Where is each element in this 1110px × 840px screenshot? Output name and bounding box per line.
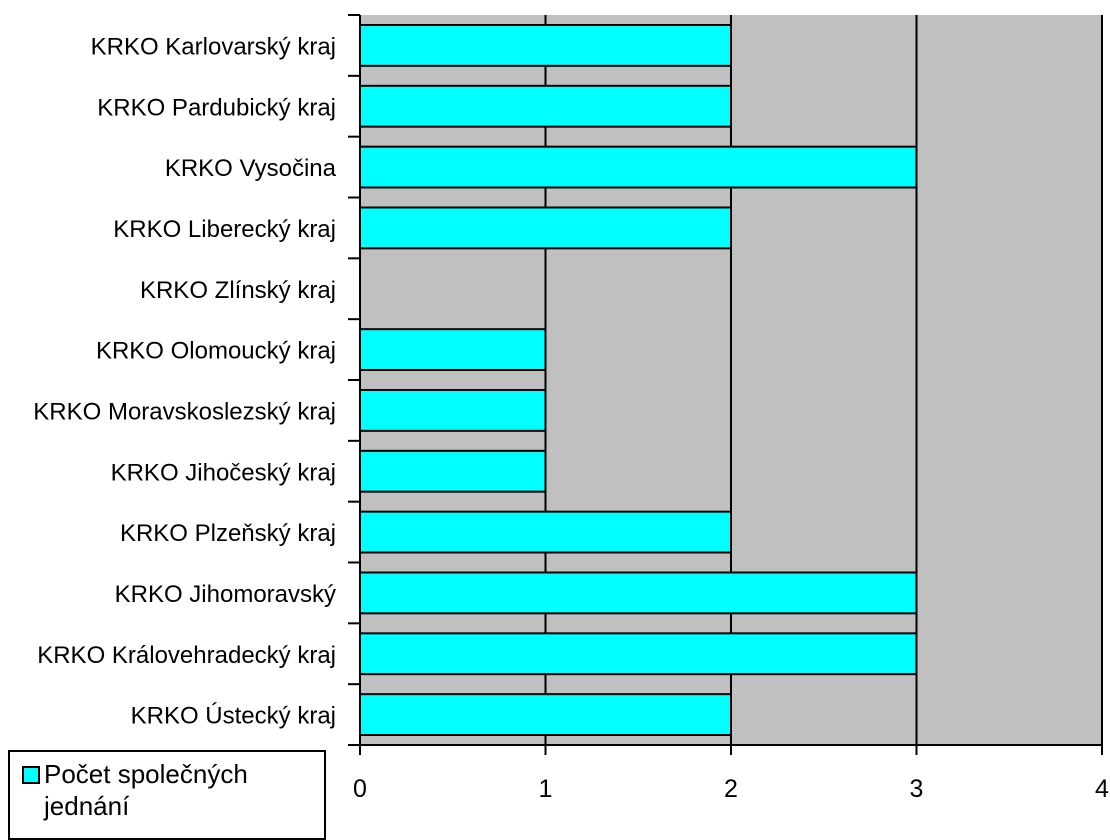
category-label: KRKO Jihočeský kraj <box>111 459 336 486</box>
bar <box>359 632 918 676</box>
axes <box>348 14 1103 755</box>
category-label: KRKO Královehradecký kraj <box>37 642 336 669</box>
bar <box>359 24 732 67</box>
bar <box>359 328 547 371</box>
category-label: KRKO Moravskoslezský kraj <box>33 398 336 425</box>
legend-label: Počet společných jednání <box>44 759 248 821</box>
x-tick-label: 4 <box>1095 775 1109 803</box>
category-label: KRKO Ústecký kraj <box>131 703 336 730</box>
bars <box>359 24 918 737</box>
bar <box>359 510 732 554</box>
category-label: KRKO Liberecký kraj <box>113 216 336 243</box>
bar <box>359 571 918 615</box>
x-tick-label: 2 <box>724 775 738 803</box>
bar <box>359 693 732 737</box>
x-tick-label: 0 <box>353 775 367 803</box>
category-label: KRKO Olomoucký kraj <box>96 338 336 365</box>
x-tick-label: 3 <box>910 775 924 803</box>
legend: Počet společných jednání <box>8 750 326 840</box>
bar <box>359 206 732 250</box>
x-tick-label: 1 <box>539 775 553 803</box>
bar <box>359 84 732 128</box>
bar <box>359 449 547 493</box>
bar <box>359 389 547 432</box>
category-label: KRKO Karlovarský kraj <box>91 33 336 60</box>
legend-swatch <box>22 766 40 784</box>
category-label: KRKO Pardubický kraj <box>97 94 336 121</box>
category-labels: KRKO Karlovarský kraj KRKO Pardubický kra… <box>33 33 336 729</box>
category-label: KRKO Jihomoravský <box>115 581 336 608</box>
bar <box>359 145 918 189</box>
category-label: KRKO Plzeňský kraj <box>120 520 336 547</box>
category-label: KRKO Vysočina <box>165 155 337 182</box>
x-tick-labels: 0 1 2 3 4 <box>353 775 1109 803</box>
category-label: KRKO Zlínský kraj <box>140 277 336 304</box>
